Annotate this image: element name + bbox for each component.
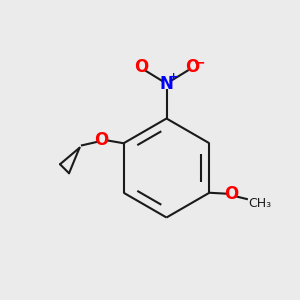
- Text: −: −: [194, 55, 205, 69]
- Text: N: N: [160, 75, 173, 93]
- Text: O: O: [134, 58, 148, 76]
- Text: CH₃: CH₃: [249, 197, 272, 210]
- Text: O: O: [94, 131, 108, 149]
- Text: O: O: [185, 58, 199, 76]
- Text: O: O: [224, 185, 238, 203]
- Text: +: +: [169, 72, 178, 82]
